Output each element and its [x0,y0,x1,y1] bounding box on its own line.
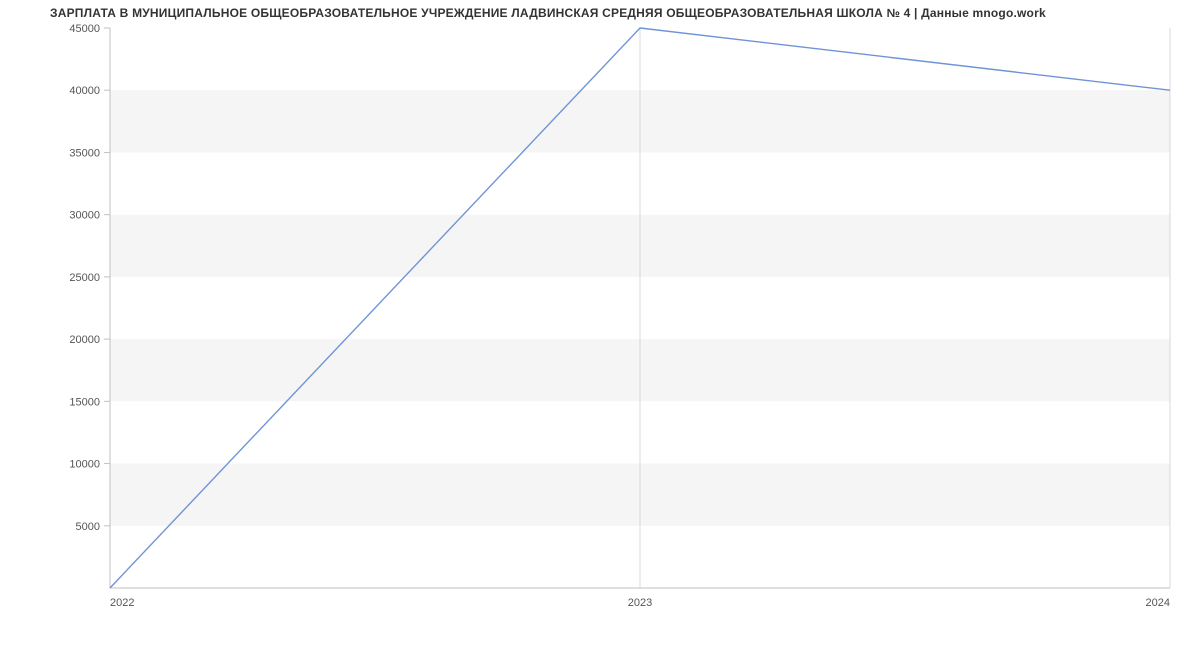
svg-text:2024: 2024 [1146,597,1170,609]
svg-text:20000: 20000 [69,334,100,346]
svg-text:15000: 15000 [69,396,100,408]
svg-text:35000: 35000 [69,147,100,159]
salary-chart: 5000 10000 15000 20000 25000 30000 35000 40000 4… [0,0,1200,650]
svg-text:5000: 5000 [76,521,100,533]
svg-text:10000: 10000 [69,459,100,471]
svg-text:2023: 2023 [628,597,652,609]
svg-text:45000: 45000 [69,23,100,35]
svg-text:40000: 40000 [69,85,100,97]
svg-text:30000: 30000 [69,210,100,222]
svg-text:2022: 2022 [110,597,134,609]
svg-text:25000: 25000 [69,272,100,284]
